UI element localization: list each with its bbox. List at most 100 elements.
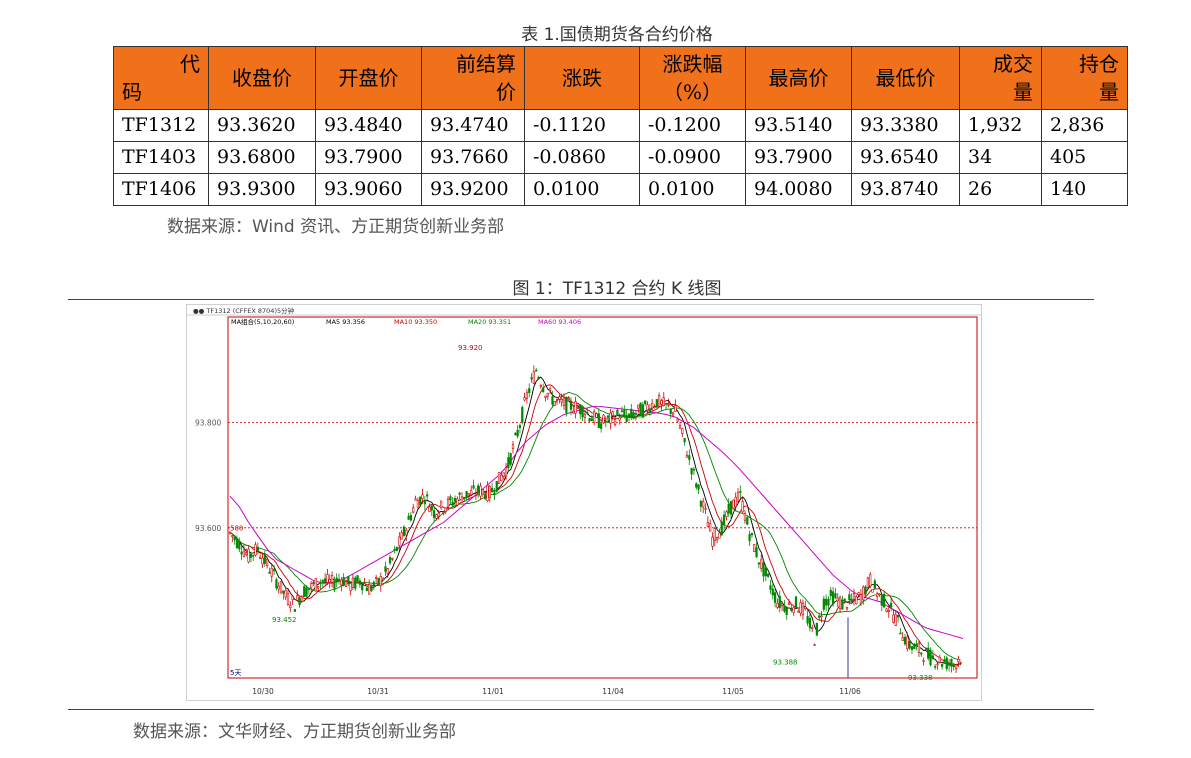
col-header-line2: （%） bbox=[662, 80, 722, 104]
candle-body bbox=[539, 385, 542, 387]
price-annotation: 93.338 bbox=[908, 674, 933, 682]
candle-body bbox=[829, 589, 832, 597]
candle-body bbox=[915, 643, 918, 647]
candle-body bbox=[414, 498, 417, 501]
candle-body bbox=[936, 663, 939, 666]
ma-legend-item: MA60 93.406 bbox=[538, 318, 581, 326]
table-row: TF1403 93.6800 93.7900 93.7660 -0.0860 -0.090… bbox=[113, 141, 1128, 174]
candle-body bbox=[739, 490, 742, 493]
candle-body bbox=[676, 418, 679, 422]
candle-body bbox=[910, 646, 914, 650]
col-header-line2: 价 bbox=[496, 80, 516, 104]
candle-body bbox=[901, 637, 904, 641]
candle-body bbox=[825, 598, 828, 606]
candle-body bbox=[855, 596, 858, 605]
candle-body bbox=[542, 387, 545, 393]
candle-body bbox=[391, 558, 394, 560]
period-label: 5天 bbox=[230, 669, 241, 677]
candle-body bbox=[625, 415, 628, 422]
candle-body bbox=[296, 595, 299, 601]
candle-body bbox=[423, 501, 426, 505]
candle-body bbox=[463, 496, 466, 500]
col-header-line2: 码 bbox=[122, 80, 142, 104]
candle-body bbox=[409, 514, 413, 521]
candle-body bbox=[282, 590, 285, 594]
x-tick-label: 11/05 bbox=[722, 687, 744, 696]
col-header-line1: 最低价 bbox=[875, 66, 936, 90]
candle-body bbox=[843, 598, 846, 601]
candle-body bbox=[790, 608, 793, 611]
candle-body bbox=[493, 492, 496, 495]
candle-body bbox=[718, 532, 721, 539]
candle-body bbox=[669, 408, 672, 414]
candle-body bbox=[446, 498, 450, 508]
candle-body bbox=[361, 584, 364, 591]
candle-body bbox=[954, 664, 958, 670]
candle-body bbox=[780, 603, 784, 607]
table-cell: 93.9200 bbox=[421, 173, 525, 206]
candle-body bbox=[709, 523, 712, 532]
candle-body bbox=[456, 498, 459, 506]
candle-body bbox=[303, 586, 306, 598]
candle-body bbox=[929, 649, 932, 666]
candle-body bbox=[943, 659, 946, 663]
candle-body bbox=[388, 557, 392, 564]
candle-body bbox=[906, 636, 909, 649]
candle-body bbox=[293, 609, 297, 612]
candle-body bbox=[924, 648, 927, 650]
candle-body bbox=[242, 550, 246, 557]
candle-body bbox=[778, 596, 781, 608]
candle-body bbox=[646, 404, 649, 411]
candle-body bbox=[630, 408, 633, 418]
table-cell: 94.0080 bbox=[745, 173, 852, 206]
candle-body bbox=[472, 485, 475, 489]
candle-body bbox=[319, 582, 322, 585]
candle-body bbox=[398, 536, 401, 546]
candle-body bbox=[356, 575, 359, 582]
candle-body bbox=[460, 496, 464, 503]
candle-body bbox=[827, 598, 830, 606]
candle-body bbox=[651, 402, 654, 409]
col-header-4: 涨跌 bbox=[524, 46, 640, 110]
candle-body bbox=[892, 614, 895, 623]
candle-body bbox=[544, 395, 547, 398]
candle-body bbox=[941, 663, 944, 667]
candle-body bbox=[523, 397, 526, 401]
candle-body bbox=[263, 553, 266, 564]
candle-body bbox=[488, 486, 491, 498]
candle-body bbox=[878, 593, 881, 596]
candle-body bbox=[286, 593, 290, 605]
candle-body bbox=[729, 500, 733, 515]
candle-body bbox=[349, 582, 352, 592]
candle-body bbox=[767, 573, 770, 577]
candle-body bbox=[627, 413, 631, 417]
candle-body bbox=[330, 575, 334, 583]
ma10-line bbox=[229, 384, 961, 666]
candle-body bbox=[834, 593, 837, 598]
candle-body bbox=[458, 492, 461, 495]
candle-body bbox=[317, 585, 320, 589]
candle-body bbox=[514, 433, 517, 435]
candle-body bbox=[358, 580, 362, 585]
candle-body bbox=[530, 377, 533, 380]
table-cell: 34 bbox=[959, 141, 1042, 174]
candle-body bbox=[477, 485, 480, 494]
candle-body bbox=[760, 559, 763, 569]
candle-body bbox=[228, 531, 232, 534]
candle-body bbox=[291, 596, 294, 601]
candle-body bbox=[613, 419, 617, 425]
table-cell: 26 bbox=[959, 173, 1042, 206]
candle-body bbox=[725, 511, 728, 517]
candle-body bbox=[518, 425, 522, 428]
candle-body bbox=[528, 388, 531, 393]
candle-body bbox=[310, 583, 313, 589]
candle-body bbox=[600, 423, 603, 429]
candle-body bbox=[576, 407, 580, 409]
candle-body bbox=[688, 455, 691, 460]
candle-body bbox=[537, 376, 540, 380]
table-cell: 405 bbox=[1041, 141, 1128, 174]
candle-body bbox=[430, 505, 433, 511]
y-tick-label: 93.800 bbox=[195, 418, 221, 427]
candle-body bbox=[326, 574, 329, 583]
col-header-6: 最高价 bbox=[745, 46, 852, 110]
